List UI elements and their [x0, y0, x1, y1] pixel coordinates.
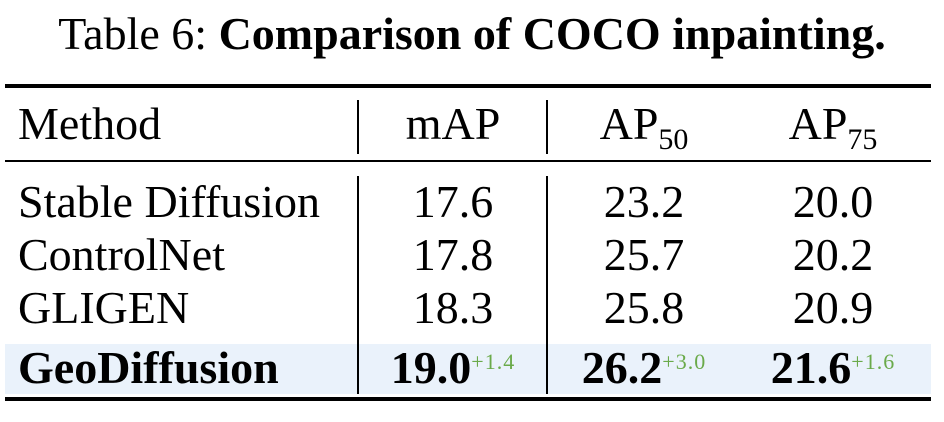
table-row-map: 19.0+1.4	[362, 342, 544, 402]
header-ap75-base: AP	[788, 98, 848, 149]
table-caption: Table 6: Comparison of COCO inpainting.	[0, 6, 944, 62]
bottom-rule	[5, 397, 931, 401]
table-row-map: 18.3	[412, 282, 494, 333]
column-divider	[357, 100, 359, 154]
table-row-method: GeoDiffusion	[18, 342, 279, 393]
highlighted-row-background	[5, 344, 931, 394]
caption-label: Table 6:	[58, 8, 208, 59]
map-gain-badge: +1.4	[471, 349, 516, 374]
table-row-ap75-value: 21.6	[770, 342, 852, 393]
caption-title: Comparison of COCO inpainting.	[218, 8, 886, 59]
table-row-ap75: 20.2	[792, 229, 874, 280]
table-row-ap50: 26.2+3.0	[550, 342, 738, 402]
header-ap75-subscript: 75	[847, 123, 878, 156]
table-row-ap75: 20.9	[792, 282, 874, 333]
table-row-ap50: 23.2	[603, 176, 685, 227]
ap50-gain-badge: +3.0	[662, 349, 707, 374]
table-row-ap50: 25.7	[603, 229, 685, 280]
header-method: Method	[18, 98, 162, 149]
top-rule	[5, 84, 931, 88]
table-row-ap75: 21.6+1.6	[738, 342, 928, 402]
column-divider	[357, 176, 359, 394]
table-row-method: Stable Diffusion	[18, 176, 320, 227]
header-rule	[5, 160, 931, 162]
header-ap75: AP75	[738, 98, 928, 156]
header-map: mAP	[405, 98, 501, 149]
column-divider	[546, 176, 548, 394]
ap75-gain-badge: +1.6	[851, 349, 896, 374]
table-row-ap50: 25.8	[603, 282, 685, 333]
table-row-map-value: 19.0	[390, 342, 472, 393]
header-ap50-subscript: 50	[658, 123, 689, 156]
table-row-ap75: 20.0	[792, 176, 874, 227]
header-ap50-base: AP	[599, 98, 659, 149]
header-ap50: AP50	[550, 98, 738, 156]
table-row-method: ControlNet	[18, 229, 225, 280]
table-row-ap50-value: 26.2	[581, 342, 663, 393]
table-row-map: 17.8	[412, 229, 494, 280]
table-row-method: GLIGEN	[18, 282, 190, 333]
column-divider	[546, 100, 548, 154]
table-row-map: 17.6	[412, 176, 494, 227]
